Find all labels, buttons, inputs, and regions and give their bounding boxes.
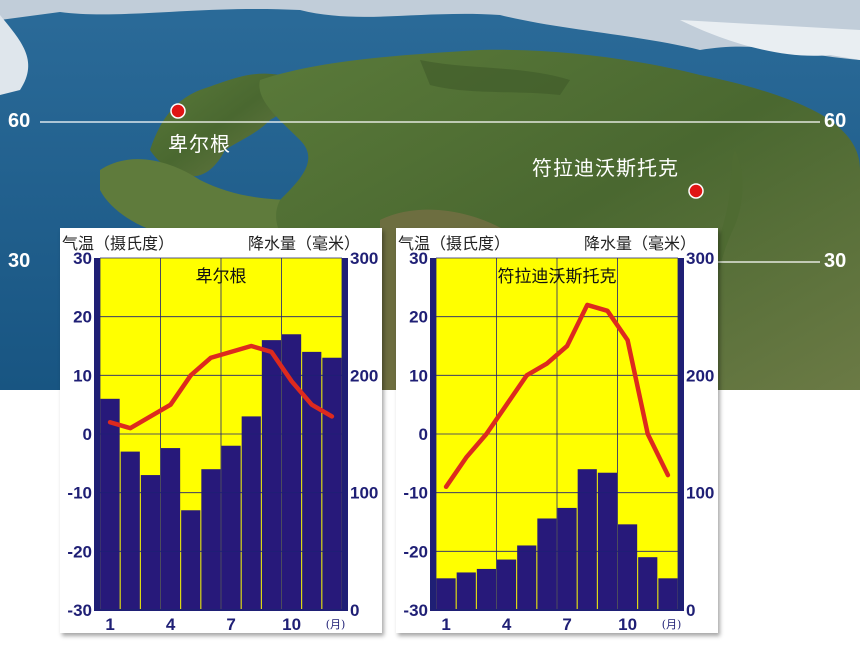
precipitation-bar-2	[456, 572, 476, 610]
month-tick-label: 10	[618, 615, 637, 633]
climate-chart-vladivostok: 气温（摄氏度） 降水量（毫米） 30 20 10 0 -10 -20 -30 300 200 10…	[396, 228, 718, 633]
chart-title: 卑尔根	[196, 267, 247, 287]
precipitation-bar-3	[140, 475, 160, 610]
month-tick-label: 10	[282, 615, 301, 633]
left-axis-bar	[94, 258, 100, 610]
temperature-tick-label: 30	[73, 249, 92, 268]
city-label-vladivostok: 符拉迪沃斯托克	[532, 156, 679, 180]
precipitation-bar-9	[261, 340, 281, 610]
precipitation-bar-10	[618, 524, 638, 610]
right-axis-bar	[342, 258, 348, 610]
precipitation-bar-6	[201, 469, 221, 610]
temperature-axis-header: 气温（摄氏度）	[398, 234, 511, 253]
precipitation-tick-label: 100	[350, 484, 378, 503]
precipitation-bar-5	[517, 545, 537, 610]
temperature-tick-label: -30	[403, 601, 428, 620]
precipitation-tick-label: 0	[350, 601, 359, 620]
left-axis-bar	[430, 258, 436, 610]
precipitation-bar-10	[282, 334, 302, 610]
temperature-tick-label: -30	[67, 601, 92, 620]
precipitation-bar-8	[241, 416, 261, 610]
month-tick-label: 7	[562, 615, 571, 633]
right-axis-bar	[678, 258, 684, 610]
precipitation-bar-6	[537, 518, 557, 610]
city-dot-vladivostok	[688, 183, 704, 199]
month-tick-label: 4	[166, 615, 176, 633]
month-unit-label: (月)	[326, 618, 346, 631]
precipitation-bar-8	[577, 469, 597, 610]
precipitation-bar-11	[638, 557, 658, 610]
month-unit-label: (月)	[662, 618, 682, 631]
temperature-line	[107, 343, 335, 431]
precipitation-bar-9	[597, 472, 617, 610]
precipitation-tick-label: 300	[686, 249, 714, 268]
temperature-tick-label: -20	[403, 542, 428, 561]
latitude-label-60-right: 60	[824, 110, 847, 132]
temperature-tick-label: 10	[409, 366, 428, 385]
temperature-axis-header: 气温（摄氏度）	[62, 234, 175, 253]
precipitation-bar-1	[436, 578, 456, 610]
temperature-line	[443, 302, 671, 490]
precipitation-bar-7	[221, 445, 241, 610]
precipitation-tick-label: 0	[686, 601, 695, 620]
precipitation-tick-label: 200	[350, 366, 378, 385]
precipitation-bar-2	[120, 451, 140, 610]
month-tick-label: 7	[226, 615, 235, 633]
temperature-tick-label: -10	[67, 484, 92, 503]
precipitation-tick-label: 100	[686, 484, 714, 503]
month-tick-label: 4	[502, 615, 512, 633]
temperature-tick-label: -10	[403, 484, 428, 503]
precipitation-tick-label: 300	[350, 249, 378, 268]
temperature-tick-label: 0	[83, 425, 92, 444]
precipitation-bar-12	[658, 578, 678, 610]
temperature-tick-label: 20	[73, 308, 92, 327]
temperature-tick-label: 30	[409, 249, 428, 268]
temperature-tick-label: 0	[419, 425, 428, 444]
precipitation-bar-12	[322, 357, 342, 610]
precipitation-bar-1	[100, 398, 120, 610]
precipitation-axis-header: 降水量（毫米）	[584, 234, 697, 253]
precipitation-bar-4	[497, 559, 517, 610]
month-tick-label: 1	[105, 615, 114, 633]
precipitation-bar-7	[557, 507, 577, 610]
latitude-label-60-left: 60	[8, 110, 31, 132]
latitude-label-30-right: 30	[824, 250, 847, 272]
climate-chart-bergen: 气温（摄氏度） 降水量（毫米） 30 20 10 0 -10 -20 -30 300 200 10…	[60, 228, 382, 633]
temperature-tick-label: 10	[73, 366, 92, 385]
temperature-tick-label: -20	[67, 542, 92, 561]
precipitation-axis-header: 降水量（毫米）	[248, 234, 361, 253]
city-dot-bergen	[170, 103, 186, 119]
precipitation-bar-11	[302, 351, 322, 610]
chart-title: 符拉迪沃斯托克	[498, 267, 617, 287]
precipitation-bar-4	[161, 448, 181, 610]
precipitation-tick-label: 200	[686, 366, 714, 385]
latitude-label-30-left: 30	[8, 250, 31, 272]
city-label-bergen: 卑尔根	[168, 132, 231, 156]
month-tick-label: 1	[441, 615, 450, 633]
precipitation-bar-3	[476, 568, 496, 610]
temperature-tick-label: 20	[409, 308, 428, 327]
precipitation-bar-5	[181, 510, 201, 610]
